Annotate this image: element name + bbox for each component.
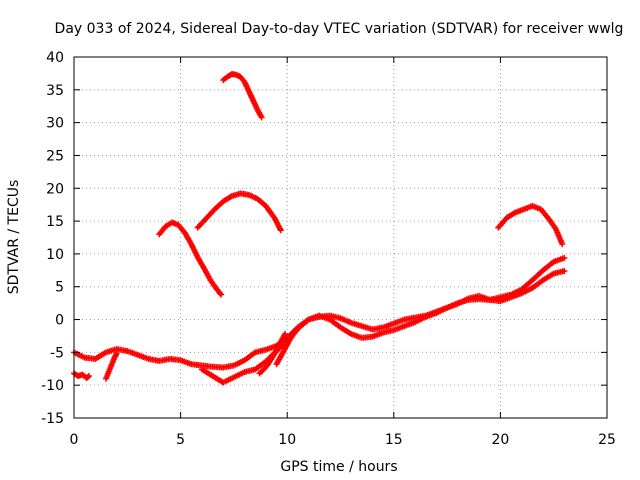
- axis-ticks: [73, 56, 608, 419]
- data-point: [277, 227, 284, 234]
- y-axis-label: SDTVAR / TECUs: [6, 180, 22, 295]
- plot-frame: [73, 56, 608, 419]
- data-point: [258, 114, 265, 121]
- data-point: [84, 373, 91, 380]
- x-tick-label: 20: [491, 432, 509, 448]
- x-axis-label: GPS time / hours: [280, 459, 397, 475]
- x-tick-label: 25: [598, 432, 616, 448]
- y-tick-label: 30: [46, 116, 64, 132]
- y-tick-label: -5: [50, 345, 64, 361]
- y-tick-label: 40: [46, 50, 64, 66]
- series-dip-near-9.5: [273, 325, 301, 368]
- y-tick-label: 35: [46, 83, 64, 99]
- series-dip-near-1.5: [102, 350, 120, 382]
- y-tick-label: 20: [46, 181, 64, 197]
- chart-title: Day 033 of 2024, Sidereal Day-to-day VTE…: [55, 21, 624, 37]
- y-tick-label: -15: [41, 411, 64, 427]
- x-tick-label: 0: [70, 432, 79, 448]
- grid-lines: [74, 57, 607, 418]
- y-tick-label: 0: [55, 313, 64, 329]
- y-tick-label: 10: [46, 247, 64, 263]
- data-points: [71, 71, 568, 386]
- data-point: [559, 241, 566, 248]
- data-point: [561, 267, 568, 274]
- x-tick-label: 15: [385, 432, 403, 448]
- series-arc-right-upper: [495, 202, 566, 248]
- y-tick-label: 5: [55, 280, 64, 296]
- series-arc-upper-2: [194, 190, 284, 234]
- y-tick-label: 15: [46, 214, 64, 230]
- data-point: [113, 350, 120, 357]
- data-point: [218, 291, 225, 298]
- data-point: [561, 254, 568, 261]
- series-arc-upper-1: [220, 71, 265, 121]
- data-point: [294, 325, 301, 332]
- data-point: [282, 330, 289, 337]
- x-tick-label: 10: [278, 432, 296, 448]
- y-tick-label: -10: [41, 378, 64, 394]
- series-dip-near-8.7: [256, 330, 289, 377]
- data-point: [85, 372, 92, 379]
- x-tick-label: 5: [176, 432, 185, 448]
- tick-labels: 0 5 10 15 20 25 -15 -10 -5 0 5 10 15 20 25 30 35 40: [41, 50, 616, 448]
- y-tick-label: 25: [46, 148, 64, 164]
- series-arc-mid-left: [156, 219, 225, 298]
